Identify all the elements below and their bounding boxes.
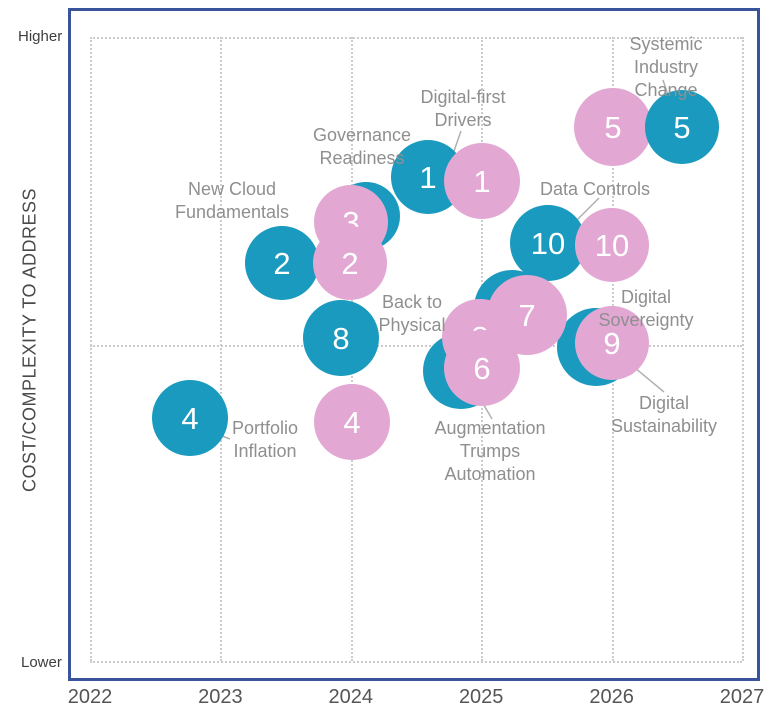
vertical-gridline (220, 37, 223, 661)
label-augmentation-trumps-automation: Augmentation Trumps Automation (434, 418, 546, 484)
x-axis-tick-2022: 2022 (67, 686, 113, 708)
label-new-cloud-fundamentals: New Cloud Fundamentals (174, 179, 290, 222)
bubble-pink-trend-10: 10 (575, 208, 649, 282)
x-axis-tick-2023: 2023 (198, 686, 243, 708)
bubble-pink-trend-5: 5 (574, 88, 652, 166)
y-axis-title: COST/COMPLEXITY TO ADDRESS (19, 187, 40, 493)
label-portfolio-inflation: Portfolio Inflation (231, 418, 299, 461)
label-digital-sovereignty: Digital Sovereignty (598, 287, 694, 330)
y-axis-higher-label: Higher (18, 28, 63, 45)
bubble-teal-trend-5: 5 (645, 90, 719, 164)
y-axis-lower-label: Lower (21, 654, 62, 671)
bubble-pink-trend-4: 4 (314, 384, 390, 460)
bubble-pink-trend-9: 9 (575, 306, 649, 380)
bubble-pink-trend-2: 2 (313, 226, 387, 300)
horizontal-gridline (90, 661, 742, 663)
x-axis-tick-2026: 2026 (589, 686, 634, 708)
label-systemic-industry-change: Systemic Industry Change (629, 34, 703, 100)
bubble-teal-trend-4: 4 (152, 380, 228, 456)
label-digital-first-drivers: Digital-first Drivers (420, 87, 506, 130)
bubble-pink-trend-1: 1 (444, 143, 520, 219)
horizontal-gridline (90, 37, 742, 39)
bubble-pink-trend-6: 6 (444, 330, 520, 406)
x-axis-tick-2024: 2024 (328, 686, 374, 708)
vertical-gridline (90, 37, 92, 661)
label-digital-sustainability: Digital Sustainability (610, 393, 718, 436)
label-back-to-physical: Back to Physical (378, 292, 446, 335)
bubble-teal-trend-10: 10 (510, 205, 586, 281)
label-governance-readiness: Governance Readiness (312, 125, 412, 168)
x-axis-tick-2025: 2025 (458, 686, 504, 708)
label-data-controls: Data Controls (539, 179, 651, 199)
x-axis-tick-2027: 2027 (719, 686, 765, 708)
bubble-teal-trend-8: 8 (303, 300, 379, 376)
vertical-gridline (742, 37, 744, 661)
bubble-teal-trend-2: 2 (245, 226, 319, 300)
horizontal-gridline (90, 345, 742, 347)
